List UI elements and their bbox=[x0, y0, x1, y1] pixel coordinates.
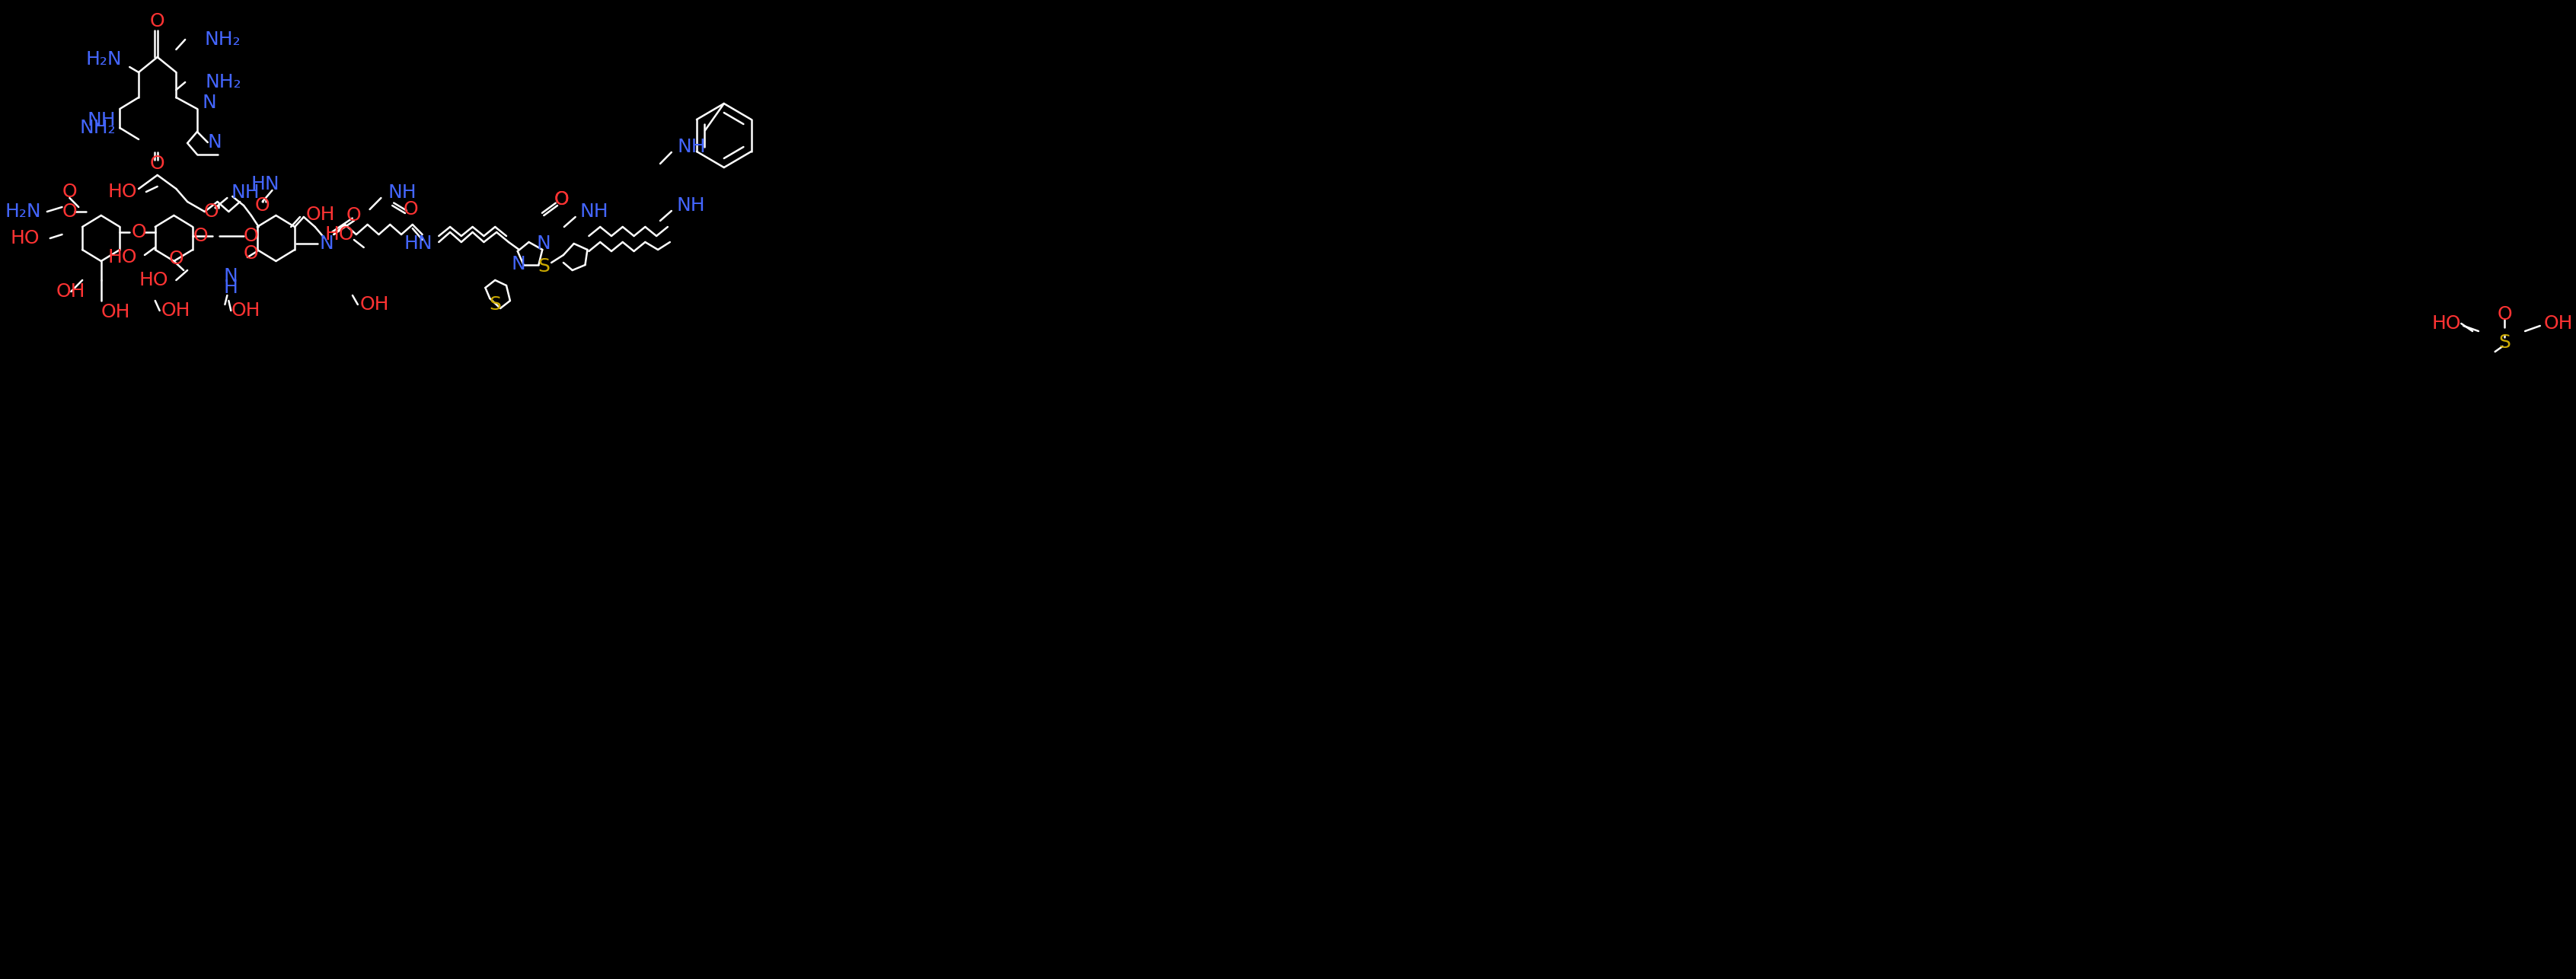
Text: NH₂: NH₂ bbox=[206, 73, 242, 91]
Text: NH: NH bbox=[677, 138, 706, 156]
Text: OH: OH bbox=[361, 296, 389, 313]
Text: NH: NH bbox=[88, 112, 116, 129]
Text: O: O bbox=[255, 197, 270, 214]
Text: O: O bbox=[348, 207, 361, 224]
Text: O: O bbox=[149, 155, 165, 173]
Text: O: O bbox=[204, 203, 219, 221]
Text: OH: OH bbox=[307, 206, 335, 224]
Text: O: O bbox=[245, 227, 258, 245]
Text: NH: NH bbox=[580, 203, 608, 221]
Text: OH: OH bbox=[100, 303, 131, 321]
Text: HN: HN bbox=[404, 235, 433, 253]
Text: O: O bbox=[149, 12, 165, 30]
Text: O: O bbox=[131, 223, 147, 242]
Text: HO: HO bbox=[325, 225, 353, 244]
Text: HO: HO bbox=[108, 183, 137, 201]
Text: NH: NH bbox=[232, 183, 260, 202]
Text: O: O bbox=[245, 245, 258, 262]
Text: N: N bbox=[536, 235, 551, 253]
Text: HO: HO bbox=[10, 229, 39, 248]
Text: NH₂: NH₂ bbox=[80, 118, 116, 137]
Text: OH: OH bbox=[57, 282, 85, 301]
Text: S: S bbox=[2499, 334, 2512, 351]
Text: N: N bbox=[510, 255, 526, 273]
Text: NH₂: NH₂ bbox=[204, 30, 242, 49]
Text: N: N bbox=[224, 267, 237, 286]
Text: NH: NH bbox=[389, 183, 417, 202]
Text: O: O bbox=[62, 203, 77, 221]
Text: O: O bbox=[62, 183, 77, 201]
Text: HO: HO bbox=[108, 248, 137, 266]
Text: O: O bbox=[193, 227, 209, 245]
Text: S: S bbox=[538, 257, 549, 275]
Text: HO: HO bbox=[139, 271, 167, 289]
Text: O: O bbox=[554, 190, 569, 209]
Text: HN: HN bbox=[250, 175, 281, 194]
Text: OH: OH bbox=[232, 302, 260, 320]
Text: H₂N: H₂N bbox=[85, 50, 121, 69]
Text: OH: OH bbox=[162, 302, 191, 320]
Text: N: N bbox=[319, 235, 332, 253]
Text: H₂N: H₂N bbox=[5, 203, 41, 221]
Text: HO: HO bbox=[2432, 314, 2460, 333]
Text: S: S bbox=[489, 296, 502, 313]
Text: O: O bbox=[2496, 305, 2512, 323]
Text: N: N bbox=[209, 133, 222, 152]
Text: O: O bbox=[554, 190, 569, 209]
Text: O: O bbox=[167, 250, 183, 268]
Text: NH: NH bbox=[677, 197, 706, 214]
Text: O: O bbox=[404, 201, 417, 218]
Text: H: H bbox=[224, 279, 237, 297]
Text: OH: OH bbox=[2543, 314, 2573, 333]
Text: N: N bbox=[204, 94, 216, 112]
